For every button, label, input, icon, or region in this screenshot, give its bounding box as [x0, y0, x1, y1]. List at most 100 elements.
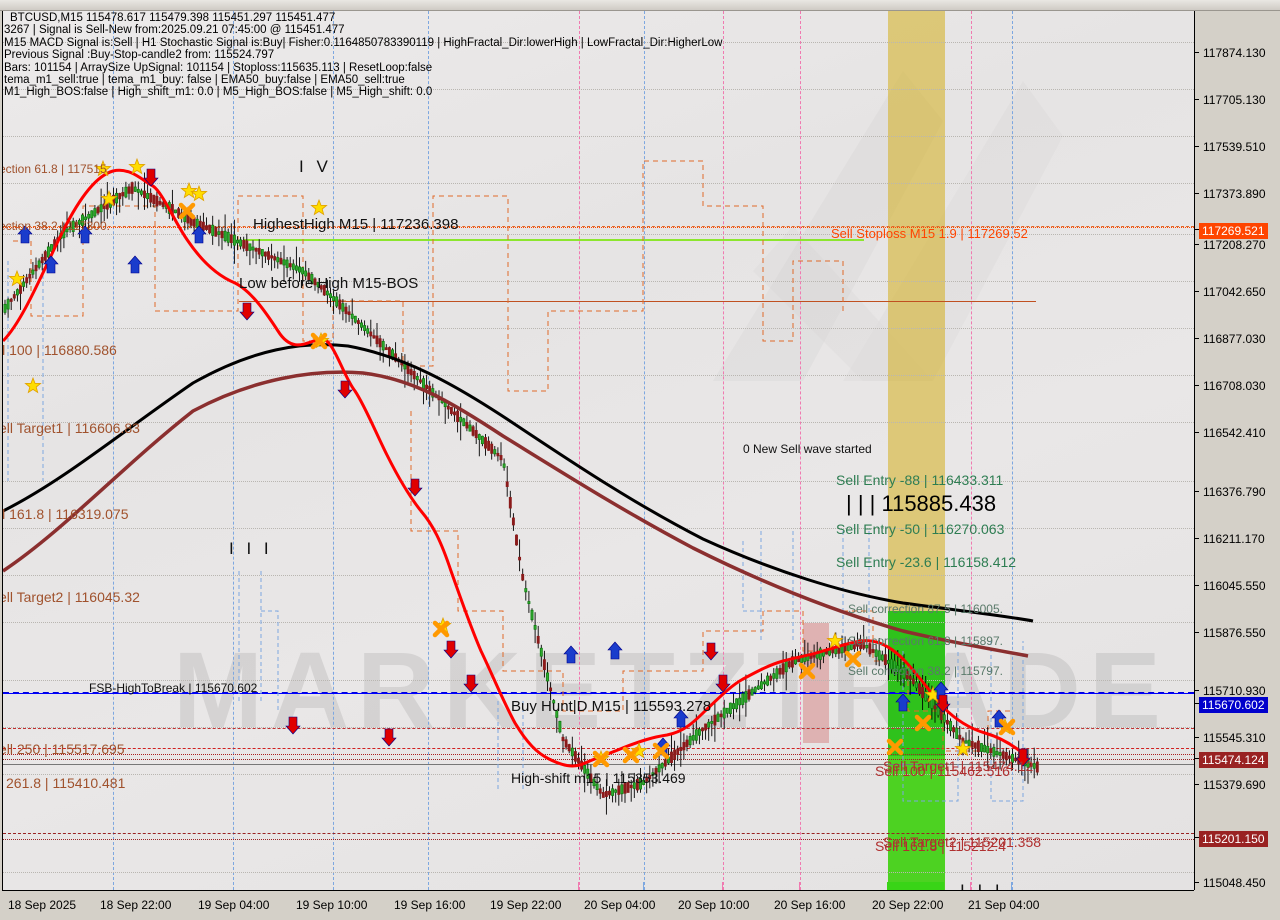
session-gridline	[333, 11, 334, 890]
price-tick-dash	[1195, 703, 1199, 704]
price-tick-dash	[1195, 837, 1199, 838]
price-tick-label: 116045.550	[1203, 579, 1266, 593]
price-gridline	[3, 774, 1194, 775]
session-gridline	[644, 11, 645, 890]
price-tick-label: 117539.510	[1203, 140, 1266, 154]
price-gridline	[3, 234, 1194, 235]
level-sell-correction-618-upper	[3, 226, 1194, 227]
level-label-sell-target2-upper: ell Target2 | 116045.32	[2, 589, 140, 605]
price-tick-label: 115474.124	[1199, 752, 1268, 768]
level-label-sell-entry-50: Sell Entry -50 | 116270.063	[836, 521, 1005, 537]
price-tick: 116877.030	[1195, 332, 1280, 346]
level-m15-bos	[239, 301, 1036, 302]
time-scale-marker	[578, 882, 579, 890]
level-bid-price	[3, 693, 1194, 694]
price-gridline	[3, 575, 1194, 576]
price-gridline	[3, 136, 1194, 137]
price-tick-highlight: 115670.602	[1195, 697, 1280, 713]
time-scale-marker	[970, 882, 971, 890]
level-label-sell-target1-upper: ell Target1 | 116606.83	[2, 420, 140, 436]
level-buy-hunt	[3, 728, 1194, 729]
level-label-sell-correction-382-upper: ection 38.2 | 117300.	[2, 219, 110, 233]
price-tick: 115048.450	[1195, 876, 1280, 890]
price-series-layer	[3, 157, 1039, 815]
level-label-sell-250: ell 250 | 115517.695	[2, 741, 125, 757]
time-tick-label: 19 Sep 04:00	[198, 898, 270, 912]
price-tick-label: 115670.602	[1199, 697, 1268, 713]
level-label-fsb-hightobreak: FSB-HighToBreak | 115670.602	[89, 681, 258, 695]
session-gridline	[233, 11, 234, 890]
price-tick: 117373.890	[1195, 187, 1280, 201]
session-gridline	[1012, 11, 1013, 890]
chart-plot-area[interactable]: MARKETZTRADE	[2, 11, 1194, 890]
price-tick-label: 115710.930	[1203, 684, 1266, 698]
price-tick: 116708.030	[1195, 379, 1280, 393]
price-tick-label: 116376.790	[1203, 485, 1266, 499]
price-gridline	[3, 481, 1194, 482]
price-gridline	[3, 89, 1194, 90]
chart-info-header: BTCUSD,M15 115478.617 115479.398 115451.…	[4, 12, 722, 99]
time-scale-marker	[643, 882, 644, 890]
price-gridline	[3, 680, 1194, 681]
price-tick-label: 116877.030	[1203, 332, 1266, 346]
time-tick-label: 19 Sep 16:00	[394, 898, 466, 912]
wave-price-label: | | | 115885.438	[846, 491, 997, 516]
header-previous-signal-line: Previous Signal :Buy-Stop-candle2 from: …	[4, 49, 275, 62]
header-symbol-line: BTCUSD,M15 115478.617 115479.398 115451.…	[10, 12, 336, 24]
level-label-sell-target2: Sell Target2 | 115201.358	[883, 834, 1042, 850]
price-tick: 117874.130	[1195, 46, 1280, 60]
price-tick-dash	[1195, 99, 1199, 100]
level-label-sell-100-lower: Sell 100 | 115462.516	[875, 763, 1010, 779]
price-scale[interactable]: 117874.130 117705.130 117539.510 117373.890…	[1194, 11, 1280, 890]
price-tick-label: 117208.270	[1203, 238, 1266, 252]
day-separator-gridline	[800, 11, 801, 890]
level-label-sell-entry-236: Sell Entry -23.6 | 116158.412	[836, 554, 1017, 570]
price-tick-highlight: 117269.521	[1195, 223, 1280, 239]
price-tick: 117705.130	[1195, 93, 1280, 107]
price-tick: 117539.510	[1195, 140, 1280, 154]
day-separator-gridline	[971, 11, 972, 890]
price-tick-dash	[1195, 146, 1199, 147]
header-signal-line: 3267 | Signal is Sell-New from:2025.09.2…	[4, 24, 345, 37]
level-label-sell-1618: ll 161.8 | 116319.075	[2, 506, 129, 522]
price-gridline	[3, 872, 1194, 873]
wave-label-iv: I V	[299, 157, 332, 176]
time-scale[interactable]: 18 Sep 2025 18 Sep 22:00 19 Sep 04:00 19 Se…	[2, 882, 1194, 920]
entry-zone-red	[803, 623, 829, 743]
level-sell-stoploss	[3, 227, 1194, 228]
level-label-sell-correction-618-upper: ection 61.8 | 117515.	[2, 162, 110, 176]
ema-slow-line	[3, 343, 1034, 623]
price-tick: 116376.790	[1195, 485, 1280, 499]
level-label-high-shift-m15: High-shift m15 | 115353.469	[511, 770, 686, 786]
level-label-buy-hunt: Buy Hunt|D M15 | 115593.278	[511, 698, 712, 715]
level-label-sell-stoploss: Sell Stoploss M15 1.9 | 117269.52	[831, 226, 1028, 241]
price-tick: 117208.270	[1195, 238, 1280, 252]
level-label-sell-correction-875: Sell correction 87.5 | 116005.	[848, 602, 1003, 616]
level-label-sell-correction-618-lower: Sell correction 61.8 | 115897.	[848, 634, 1003, 648]
time-scale-marker	[1011, 882, 1012, 890]
price-tick-dash	[1195, 690, 1199, 691]
price-tick-dash	[1195, 52, 1199, 53]
price-gridline	[3, 328, 1194, 329]
price-tick-label: 115201.150	[1199, 831, 1268, 847]
price-tick-label: 116542.410	[1203, 426, 1266, 440]
day-separator-gridline	[723, 11, 724, 890]
price-tick-label: 116211.170	[1203, 532, 1265, 546]
header-bos-line: M1_High_BOS:false | High_shift_m1: 0.0 |…	[4, 86, 433, 99]
price-tick: 115545.310	[1195, 731, 1280, 745]
header-tema-line: tema_m1_sell:true | tema_m1_buy: false |…	[4, 74, 405, 87]
price-tick-label: 115545.310	[1203, 731, 1266, 745]
wave-label-iii-bottom: I I I	[960, 881, 1004, 890]
price-tick-dash	[1195, 385, 1199, 386]
level-label-sell-entry-88: Sell Entry -88 | 116433.311	[836, 472, 1004, 488]
time-scale-marker	[799, 882, 800, 890]
price-tick: 116211.170	[1195, 532, 1280, 546]
price-tick-dash	[1195, 758, 1199, 759]
price-tick-dash	[1195, 291, 1199, 292]
level-label-highest-high: HighestHigh M15 | 117236.398	[253, 216, 459, 233]
level-label-sell-2618: l 261.8 | 115410.481	[2, 775, 126, 791]
level-sell-161-lower	[3, 839, 1194, 840]
price-tick-dash	[1195, 491, 1199, 492]
level-label-new-sell-wave: 0 New Sell wave started	[743, 442, 872, 456]
time-tick-label: 20 Sep 16:00	[774, 898, 846, 912]
